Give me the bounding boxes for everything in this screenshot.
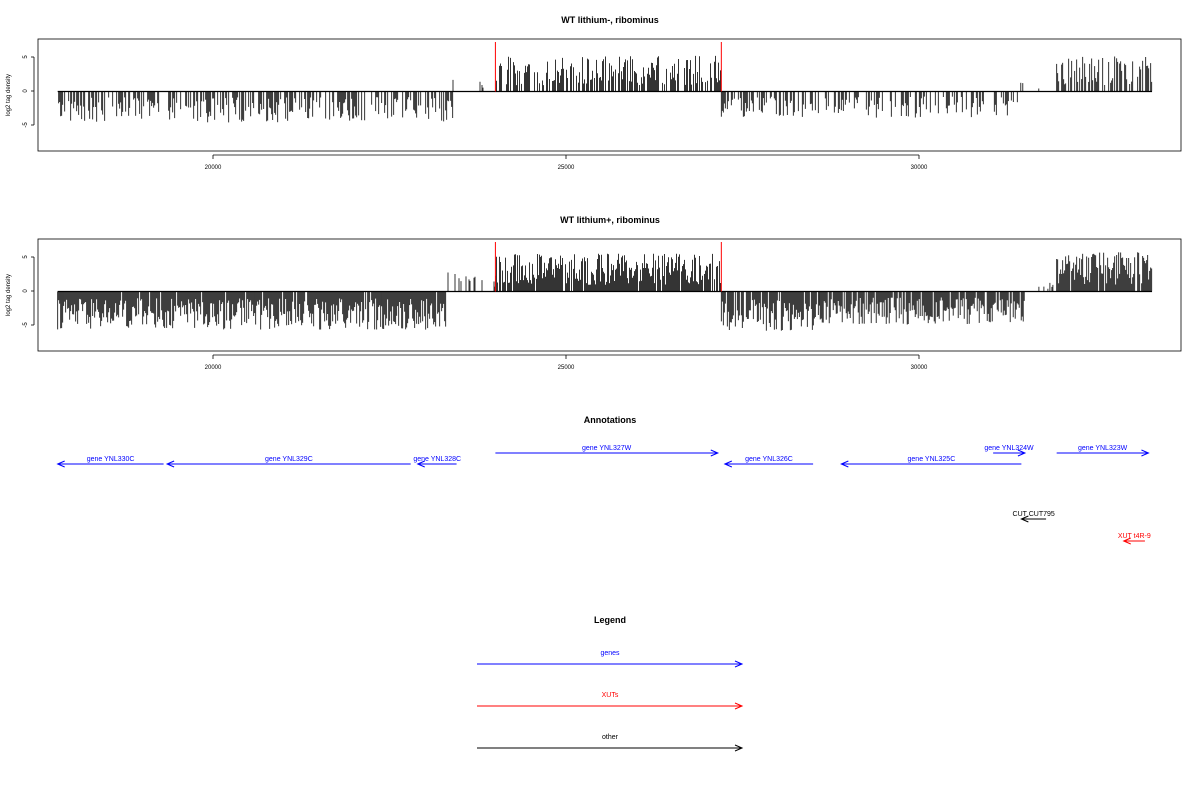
feature-arrow-head <box>1141 449 1150 457</box>
legend-item: XUTs <box>477 692 744 710</box>
y-tick-label: -5 <box>23 322 29 328</box>
legend-item: genes <box>477 650 744 668</box>
feature-arrow-head <box>416 460 425 468</box>
feature-arrow-head <box>840 460 849 468</box>
feature-genes: gene YNL324W <box>984 445 1034 457</box>
legend-title: Legend <box>594 615 626 625</box>
feature-arrow-head <box>734 660 744 668</box>
track-panel-lithium-minus: WT lithium-, ribominus log2 tag density … <box>6 15 1182 171</box>
feature-arrow-head <box>1020 515 1029 523</box>
feature-label: gene YNL328C <box>413 456 461 463</box>
legend-items: genes XUTs other <box>477 650 744 752</box>
x-tick-label: 20000 <box>205 165 222 171</box>
feature-label: gene YNL325C <box>908 456 956 463</box>
plot-frame <box>37 38 1182 152</box>
feature-arrow-head <box>710 449 720 457</box>
legend-label: genes <box>600 650 620 657</box>
feature-arrow-head <box>734 702 744 710</box>
legend-label: other <box>602 734 619 741</box>
track-panel-lithium-plus: WT lithium+, ribominus log2 tag density … <box>6 215 1182 371</box>
feature-other: CUT CUT795 <box>1013 511 1055 523</box>
feature-arrow-head <box>734 744 744 752</box>
feature-arrows: gene YNL330C gene YNL329C gene YNL328C gene… <box>56 445 1151 545</box>
annotations-track: Annotations gene YNL330C gene YNL329C gene… <box>56 415 1151 545</box>
legend-label: XUTs <box>602 692 619 699</box>
feature-label: gene YNL324W <box>984 445 1034 452</box>
feature-XUTs: XUT t4R-9 <box>1118 533 1151 545</box>
feature-label: CUT CUT795 <box>1013 511 1055 518</box>
feature-arrow-head <box>165 460 175 468</box>
annotations-title: Annotations <box>584 415 637 425</box>
feature-genes: gene YNL326C <box>723 456 814 468</box>
x-tick-label: 25000 <box>558 365 575 371</box>
y-tick-label: 5 <box>23 255 29 259</box>
y-axis-label: log2 tag density <box>6 74 12 116</box>
feature-arrow-head <box>56 460 65 468</box>
plot-frame <box>37 238 1182 352</box>
panel-title: WT lithium+, ribominus <box>560 215 660 225</box>
panel-title: WT lithium-, ribominus <box>561 15 659 25</box>
y-tick-label: 5 <box>23 55 29 59</box>
density-bars <box>57 42 1153 123</box>
feature-genes: gene YNL327W <box>495 445 720 457</box>
feature-genes: gene YNL325C <box>840 456 1022 468</box>
y-tick-label: 0 <box>23 89 29 93</box>
y-tick-label: -5 <box>23 122 29 128</box>
x-tick-label: 30000 <box>911 165 928 171</box>
legend: Legend genes XUTs other <box>477 615 744 752</box>
feature-arrow-head <box>1017 449 1027 457</box>
y-axis-label: log2 tag density <box>6 274 12 316</box>
legend-item: other <box>477 734 744 752</box>
feature-genes: gene YNL330C <box>56 456 164 468</box>
feature-arrow-head <box>723 460 733 468</box>
feature-label: gene YNL323W <box>1078 445 1128 452</box>
y-tick-label: 0 <box>23 289 29 293</box>
feature-label: gene YNL327W <box>582 445 632 452</box>
feature-arrow-head <box>1122 537 1131 545</box>
x-tick-label: 20000 <box>205 365 222 371</box>
feature-label: XUT t4R-9 <box>1118 533 1151 540</box>
feature-label: gene YNL329C <box>265 456 313 463</box>
x-tick-label: 30000 <box>911 365 928 371</box>
density-bars <box>57 242 1153 331</box>
feature-genes: gene YNL323W <box>1056 445 1150 457</box>
feature-label: gene YNL330C <box>87 456 135 463</box>
feature-label: gene YNL326C <box>745 456 793 463</box>
feature-genes: gene YNL328C <box>413 456 461 468</box>
feature-genes: gene YNL329C <box>165 456 411 468</box>
x-tick-label: 25000 <box>558 165 575 171</box>
